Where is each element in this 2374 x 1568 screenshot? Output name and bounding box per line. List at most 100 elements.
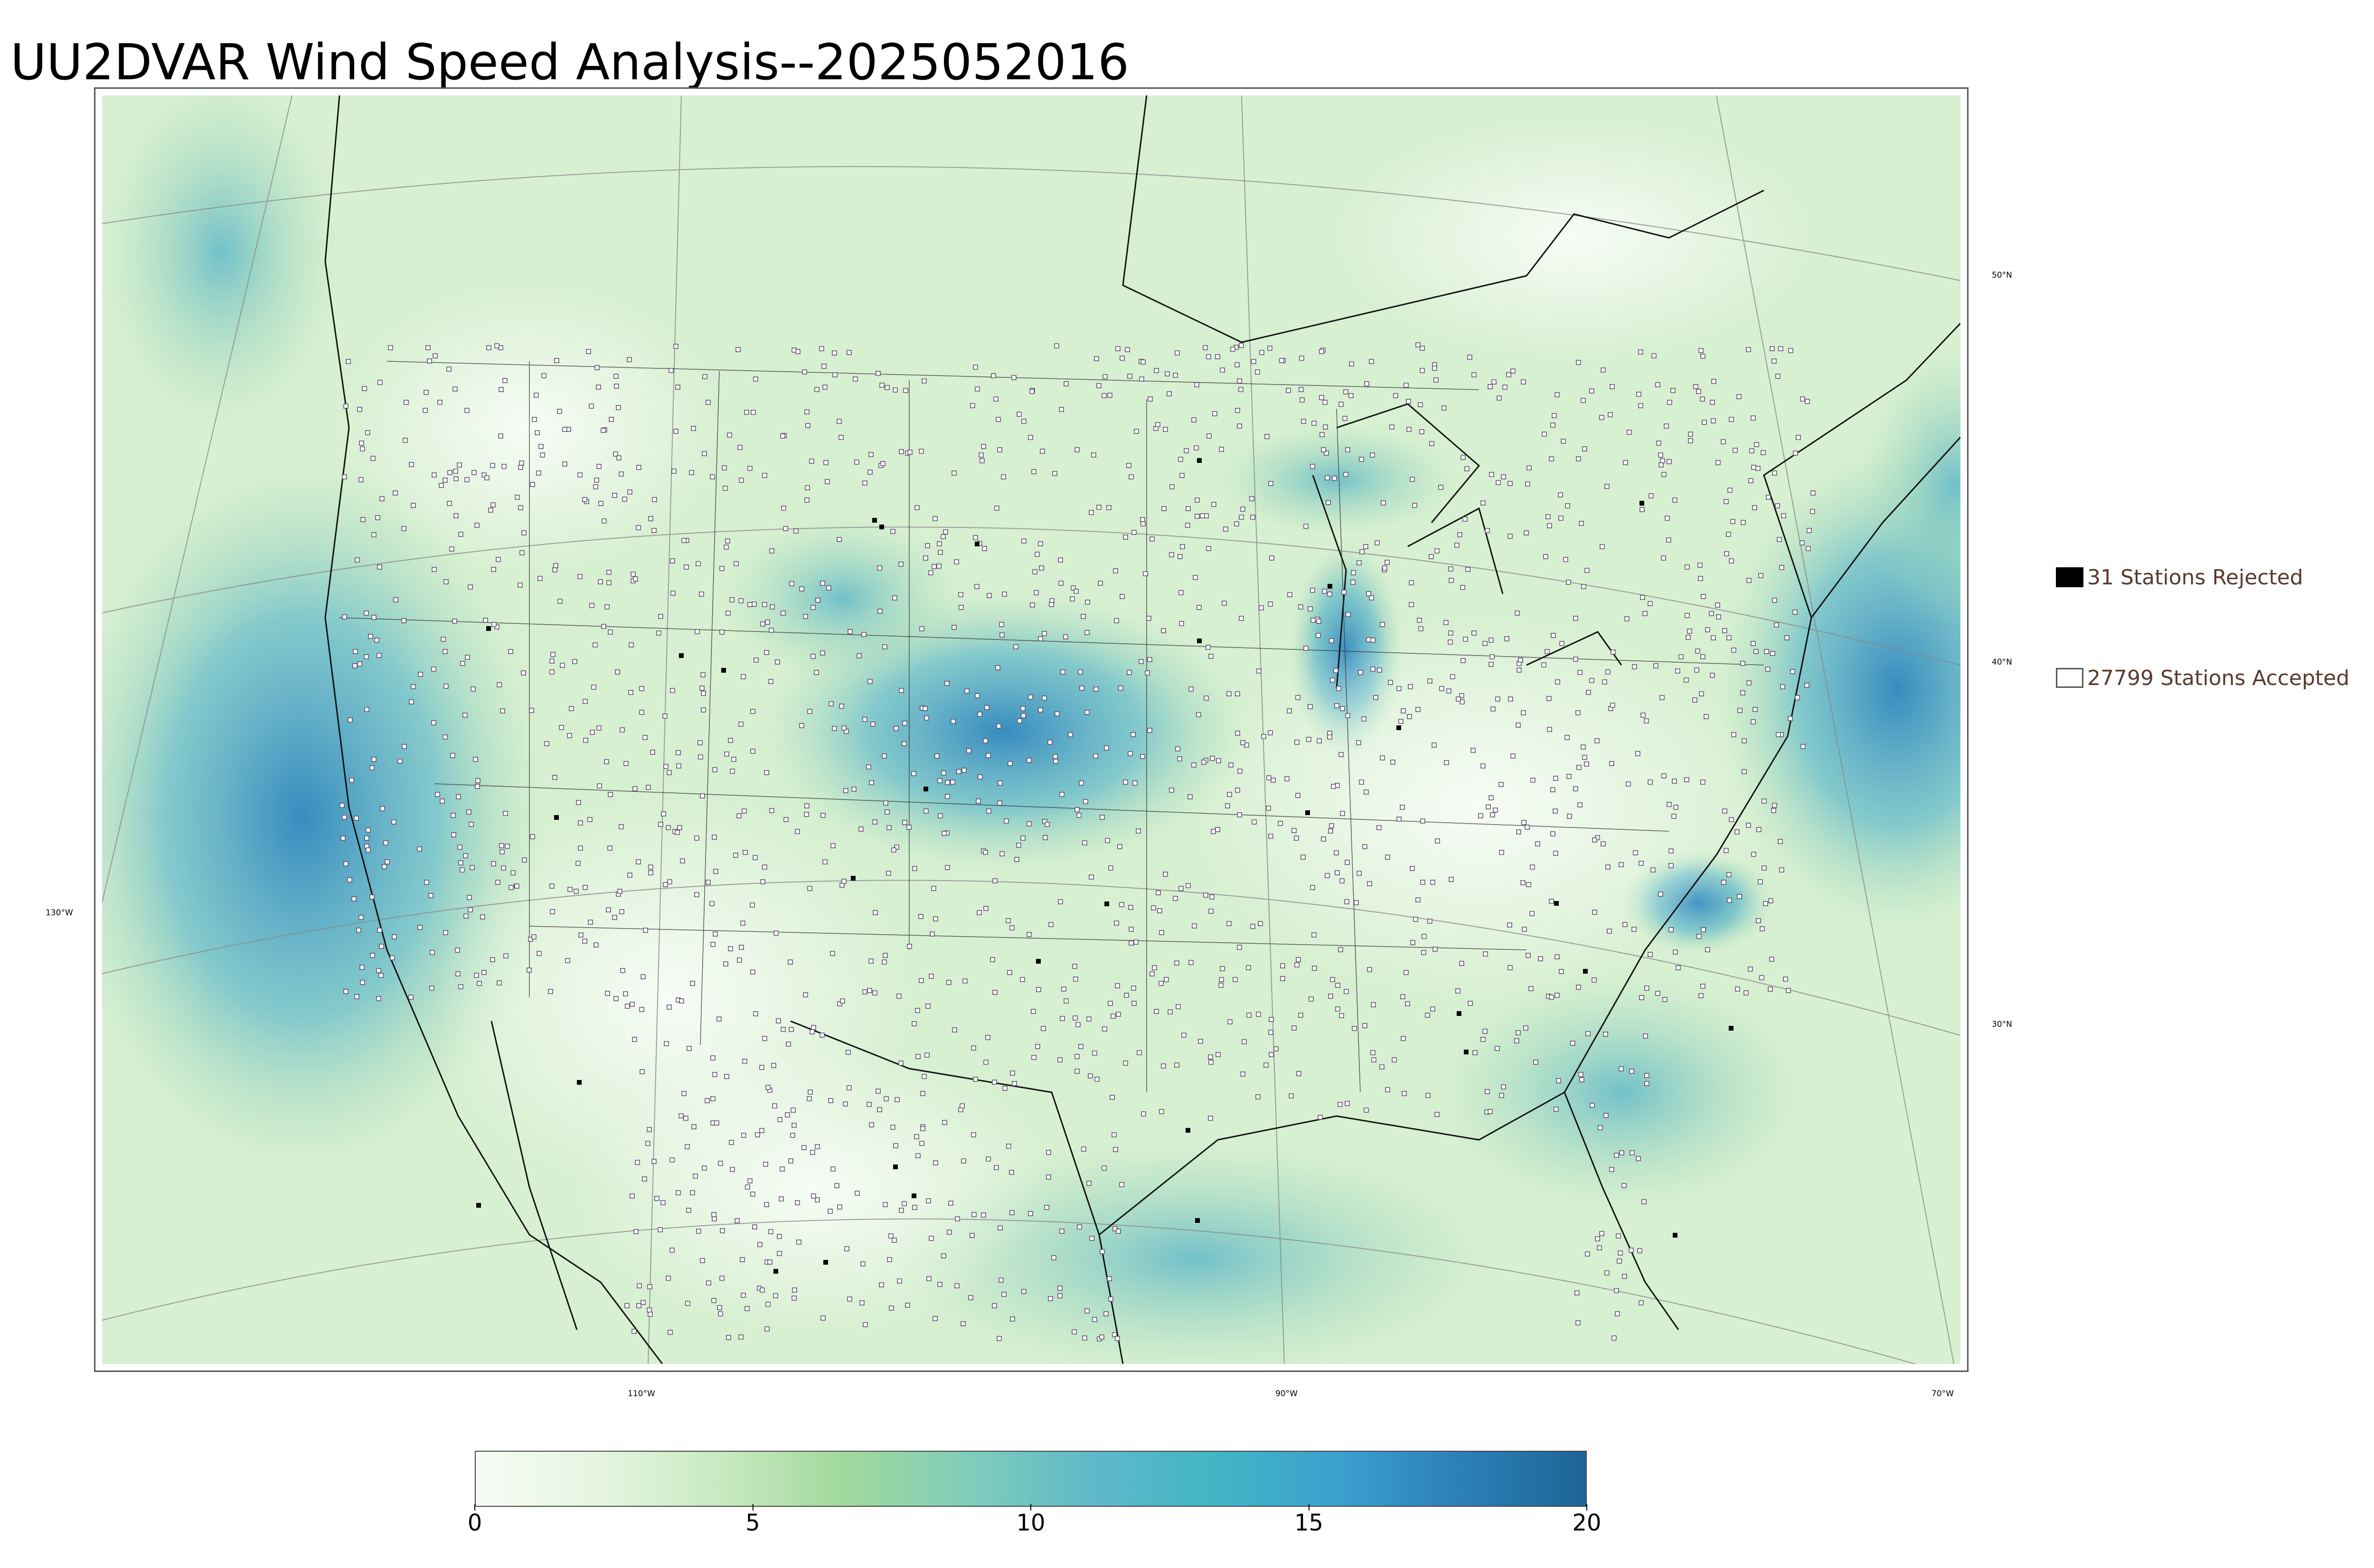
accepted-station-marker <box>1192 923 1197 929</box>
accepted-station-marker <box>1614 1288 1619 1293</box>
accepted-station-marker <box>377 380 383 385</box>
rejected-station-marker <box>1583 969 1588 974</box>
accepted-station-marker <box>1675 668 1680 674</box>
accepted-station-marker <box>1028 435 1033 440</box>
accepted-station-marker <box>1343 389 1348 394</box>
accepted-station-marker <box>1429 554 1434 559</box>
accepted-station-marker <box>464 477 470 482</box>
accepted-station-marker <box>1021 538 1027 544</box>
accepted-station-marker <box>876 1089 881 1094</box>
map-panel[interactable] <box>94 87 1969 1372</box>
accepted-station-marker <box>1369 595 1374 601</box>
wind-speed-map[interactable] <box>102 95 1960 1364</box>
accepted-station-marker <box>589 603 594 608</box>
accepted-station-marker <box>702 451 707 456</box>
accepted-station-marker <box>810 1029 815 1034</box>
accepted-station-marker <box>1191 417 1196 423</box>
accepted-station-marker <box>1614 1153 1619 1158</box>
accepted-station-marker <box>838 435 844 440</box>
accepted-station-marker <box>996 723 1001 729</box>
accepted-station-marker <box>577 472 583 478</box>
accepted-station-marker <box>936 563 942 569</box>
accepted-station-marker <box>1594 738 1600 743</box>
accepted-station-marker <box>1549 995 1554 1000</box>
accepted-station-marker <box>1671 814 1677 819</box>
accepted-station-marker <box>648 516 653 521</box>
accepted-station-marker <box>1140 521 1146 526</box>
accepted-station-marker <box>497 980 502 986</box>
accepted-station-marker <box>1502 385 1507 390</box>
accepted-station-marker <box>1060 1016 1065 1021</box>
accepted-station-marker <box>769 548 774 554</box>
accepted-station-marker <box>1530 864 1535 870</box>
accepted-station-marker <box>477 981 482 986</box>
rejected-station-marker <box>773 1269 778 1274</box>
accepted-station-marker <box>1554 1107 1559 1112</box>
accepted-station-marker <box>1070 596 1075 601</box>
accepted-station-marker <box>1579 521 1584 526</box>
accepted-station-marker <box>641 1300 646 1305</box>
accepted-station-marker <box>1592 977 1597 983</box>
accepted-station-marker <box>1363 544 1368 549</box>
accepted-station-marker <box>385 859 390 864</box>
accepted-station-marker <box>1603 1113 1609 1118</box>
accepted-station-marker <box>1161 506 1167 511</box>
accepted-station-marker <box>1660 458 1665 463</box>
accepted-station-marker <box>346 359 351 364</box>
accepted-station-marker <box>1601 367 1606 373</box>
accepted-station-marker <box>1322 589 1327 594</box>
accepted-station-marker <box>1778 346 1783 351</box>
accepted-station-marker <box>802 369 807 375</box>
accepted-station-marker <box>1131 1001 1137 1006</box>
accepted-station-marker <box>820 1315 826 1321</box>
accepted-station-marker <box>1074 589 1079 594</box>
accepted-station-marker <box>1319 432 1325 437</box>
accepted-station-marker <box>795 1200 800 1205</box>
accepted-station-marker <box>859 1300 865 1305</box>
accepted-station-marker <box>1058 557 1063 563</box>
accepted-station-marker <box>1784 635 1790 640</box>
accepted-station-marker <box>431 667 436 672</box>
accepted-station-marker <box>830 1166 836 1172</box>
accepted-station-marker <box>1020 977 1025 982</box>
accepted-station-marker <box>702 374 707 379</box>
accepted-station-marker <box>810 1150 815 1155</box>
accepted-station-marker <box>1296 1071 1301 1076</box>
accepted-station-marker <box>807 886 812 891</box>
accepted-station-marker <box>1203 892 1208 898</box>
accepted-station-marker <box>1734 829 1740 835</box>
accepted-station-marker <box>1507 965 1513 970</box>
accepted-station-marker <box>1176 1004 1181 1009</box>
accepted-station-marker <box>594 365 600 370</box>
accepted-station-marker <box>1091 452 1096 458</box>
accepted-station-marker <box>1478 813 1483 818</box>
accepted-station-marker <box>1057 1286 1063 1291</box>
accepted-station-marker <box>1161 628 1166 633</box>
accepted-station-marker <box>364 654 369 659</box>
accepted-station-marker <box>1694 667 1699 673</box>
accepted-station-marker <box>646 785 651 790</box>
accepted-station-marker <box>604 604 610 610</box>
accepted-station-marker <box>1554 993 1560 998</box>
accepted-station-marker <box>857 653 862 658</box>
accepted-station-marker <box>1766 495 1771 500</box>
accepted-station-marker <box>1470 748 1476 753</box>
accepted-station-marker <box>591 685 596 690</box>
accepted-station-marker <box>1795 695 1800 700</box>
accepted-station-marker <box>997 1336 1002 1341</box>
accepted-station-marker <box>1589 678 1594 683</box>
accepted-station-marker <box>847 1296 852 1302</box>
accepted-station-marker <box>1576 985 1581 990</box>
accepted-station-marker <box>1427 678 1432 684</box>
accepted-station-marker <box>760 879 765 884</box>
accepted-station-marker <box>1364 1108 1369 1113</box>
accepted-station-marker <box>975 386 980 392</box>
accepted-station-marker <box>447 470 452 475</box>
accepted-station-marker <box>1074 1069 1080 1074</box>
accepted-station-marker <box>867 1102 872 1107</box>
accepted-station-marker <box>902 1201 907 1206</box>
accepted-station-marker <box>550 909 555 914</box>
accepted-station-marker <box>371 532 377 537</box>
accepted-station-marker <box>1549 899 1554 904</box>
accepted-station-marker <box>569 706 574 711</box>
